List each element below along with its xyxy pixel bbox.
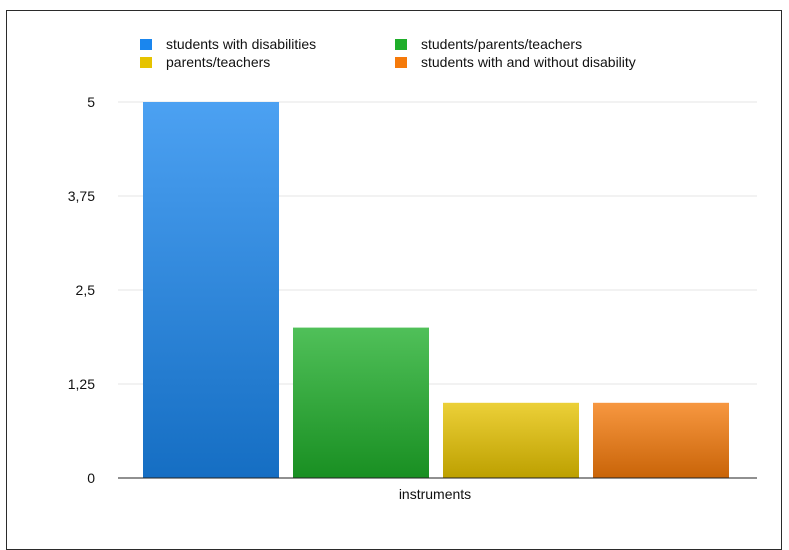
legend-label: students/parents/teachers (421, 36, 582, 52)
y-tick-labels: 0 1,25 2,5 3,75 5 (68, 94, 95, 486)
bar-students-with-and-without-disability (593, 402, 729, 478)
x-category-label: instruments (399, 486, 471, 502)
legend-label: parents/teachers (166, 54, 270, 70)
legend-swatch (395, 57, 407, 68)
bars (143, 102, 729, 478)
legend-label: students with and without disability (421, 54, 636, 70)
bar-students-parents-teachers (293, 327, 429, 478)
legend-swatch (395, 39, 407, 50)
legend-swatch (140, 57, 152, 68)
bar-students-with-disabilities (143, 102, 279, 478)
legend-swatch (140, 39, 152, 50)
bar-parents-teachers (443, 402, 579, 478)
y-tick-label: 3,75 (68, 188, 95, 204)
legend: students with disabilities students/paren… (140, 36, 636, 70)
y-tick-label: 5 (87, 94, 95, 110)
y-tick-label: 2,5 (76, 282, 96, 298)
y-tick-label: 0 (87, 470, 95, 486)
legend-label: students with disabilities (166, 36, 316, 52)
y-tick-label: 1,25 (68, 376, 95, 392)
